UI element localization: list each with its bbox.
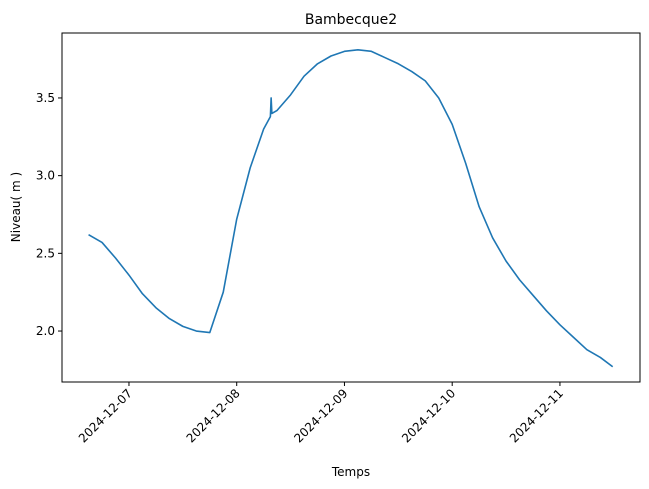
x-tick-label: 2024-12-09 (291, 386, 350, 445)
y-tick-label: 2.5 (36, 246, 55, 260)
x-axis-label: Temps (331, 465, 370, 479)
chart-title: Bambecque2 (305, 12, 397, 28)
x-tick-label: 2024-12-10 (399, 386, 458, 445)
x-tick-label: 2024-12-07 (76, 386, 135, 445)
data-line (88, 48, 614, 368)
y-tick-label: 3.5 (36, 91, 55, 105)
x-tick-label: 2024-12-08 (184, 386, 243, 445)
y-tick-label: 3.0 (36, 169, 55, 183)
x-tick-label: 2024-12-11 (507, 386, 566, 445)
y-axis-label: Niveau( m ) (9, 172, 23, 242)
y-tick-label: 2.0 (36, 324, 55, 338)
plot-frame (61, 32, 641, 383)
